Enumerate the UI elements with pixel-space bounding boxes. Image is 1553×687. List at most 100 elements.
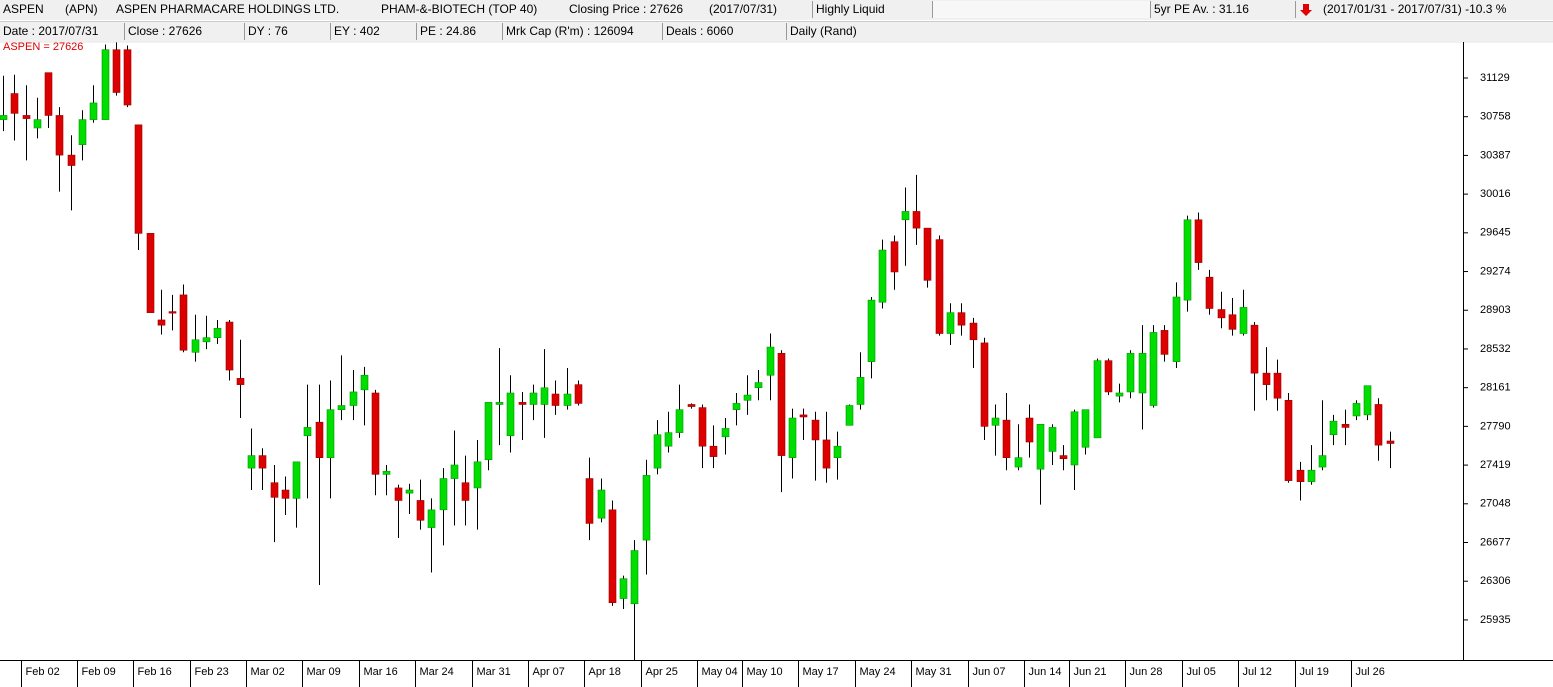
candle-body: [484, 402, 493, 461]
pe: PE : 24.86: [416, 23, 502, 40]
candle-body: [1036, 423, 1045, 470]
candle-body: [179, 294, 188, 351]
candle-body: [382, 470, 391, 475]
candle-body: [337, 405, 346, 410]
x-tick-label: Mar 24: [420, 666, 454, 678]
candle-body: [247, 455, 256, 469]
x-tick-label: Mar 16: [364, 666, 398, 678]
candle-body: [1273, 372, 1282, 399]
x-tick-label: May 10: [747, 666, 783, 678]
y-tick-label: 28532: [1480, 343, 1511, 355]
candle-body: [1307, 469, 1316, 482]
candle-body: [1296, 469, 1305, 482]
ticker: (APN): [65, 2, 98, 16]
candle-body: [608, 509, 617, 604]
candle-body: [980, 342, 989, 427]
candle-body: [1149, 332, 1158, 406]
candle-body: [901, 211, 910, 221]
y-tick-label: 26677: [1480, 536, 1511, 548]
candle-body: [1126, 353, 1135, 393]
frequency: Daily (Rand): [786, 23, 906, 40]
candle-body: [664, 432, 673, 447]
x-tick-label: Mar 31: [477, 666, 511, 678]
candle-body: [1183, 219, 1192, 301]
closing-date: (2017/07/31): [709, 2, 778, 16]
candle-body: [1217, 309, 1226, 319]
empty-field: [932, 1, 1150, 18]
candle-body: [518, 402, 527, 405]
candle-body: [202, 337, 211, 343]
x-tick-label: Mar 02: [251, 666, 285, 678]
y-tick-label: 27419: [1480, 459, 1511, 471]
candle-body: [597, 489, 606, 519]
candle-body: [799, 414, 808, 418]
candle-body: [67, 154, 76, 166]
chart: ASPEN = 27626 25935 26306 26677 27048 27419 2…: [0, 42, 1553, 687]
candle-body: [22, 115, 31, 119]
candle-body: [236, 378, 245, 385]
candle-body: [935, 239, 944, 334]
candle-body: [281, 489, 290, 499]
candle-body: [191, 339, 200, 353]
candle-body: [833, 445, 842, 458]
candle-body: [112, 49, 121, 93]
y-tick-label: 30387: [1480, 149, 1511, 161]
candle-body: [146, 233, 155, 313]
candle-body: [619, 578, 628, 599]
candle-body: [1059, 455, 1068, 460]
y-tick-label: 30016: [1480, 188, 1511, 200]
candle-body: [766, 346, 775, 376]
candle-body: [371, 392, 380, 475]
code: ASPEN: [3, 2, 44, 16]
candle-body: [1205, 276, 1214, 309]
closing-price: Closing Price : 27626: [569, 2, 684, 16]
candle-body: [957, 312, 966, 326]
candle-body: [1284, 399, 1293, 481]
candle-body: [788, 417, 797, 458]
candle-body: [1160, 330, 1169, 355]
candle-body: [450, 464, 459, 479]
info-row: Date : 2017/07/31 Close : 27626 DY : 76 …: [0, 21, 1553, 43]
candle-body: [811, 419, 820, 441]
candle-body: [292, 461, 301, 499]
candle-body: [1318, 455, 1327, 468]
candle-body: [1002, 419, 1011, 458]
candle-body: [78, 119, 87, 145]
candle-body: [743, 394, 752, 401]
candle-body: [1115, 392, 1124, 397]
candle-body: [709, 445, 718, 457]
x-tick-label: Apr 07: [533, 666, 565, 678]
dy: DY : 76: [244, 23, 330, 40]
candle-body: [630, 550, 639, 605]
y-tick-label: 27790: [1480, 420, 1511, 432]
candle-body: [1363, 385, 1372, 416]
candle-body: [506, 392, 515, 437]
x-tick-label: Apr 25: [646, 666, 678, 678]
candle-body: [574, 384, 583, 404]
y-tick-label: 25935: [1480, 614, 1511, 626]
candle-body: [405, 489, 414, 494]
candle-body: [585, 478, 594, 524]
header-row: ASPEN (APN) ASPEN PHARMACARE HOLDINGS LT…: [0, 0, 1553, 20]
candle-body: [495, 402, 504, 405]
candle-body: [822, 439, 831, 469]
x-tick-label: May 24: [860, 666, 896, 678]
candle-body: [303, 427, 312, 437]
candle-body: [675, 409, 684, 433]
candle-body: [1194, 219, 1203, 263]
candle-body: [563, 393, 572, 406]
candle-body: [642, 475, 651, 541]
arrow-icon: [1300, 4, 1312, 16]
candle-body: [0, 115, 8, 120]
y-tick-label: 31129: [1480, 72, 1510, 84]
candle-body: [878, 249, 887, 303]
candle-body: [529, 392, 538, 405]
candle-body: [1228, 314, 1237, 330]
candle-body: [326, 409, 335, 458]
market-cap: Mrk Cap (R'm) : 126094: [502, 23, 662, 40]
company: ASPEN PHARMACARE HOLDINGS LTD.: [116, 2, 340, 16]
y-tick-label: 28903: [1480, 304, 1511, 316]
pe-average: 5yr PE Av. : 31.16: [1150, 1, 1295, 18]
series-label: ASPEN = 27626: [3, 42, 83, 53]
